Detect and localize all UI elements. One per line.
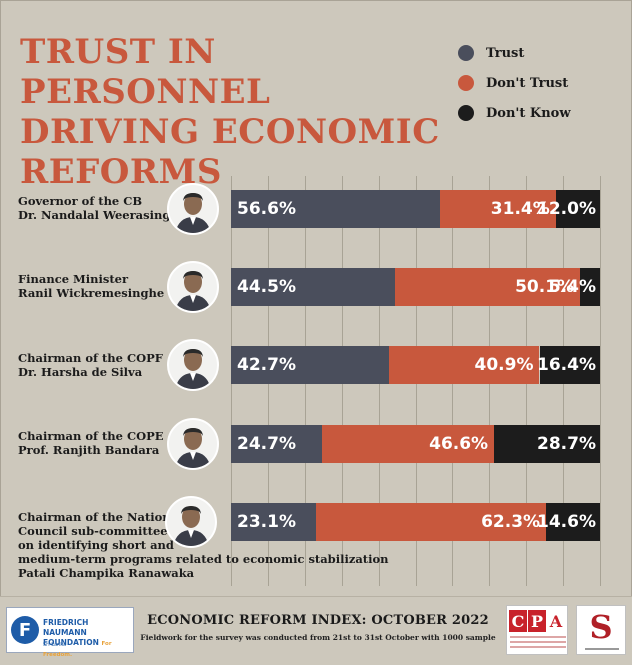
data-label: 12.0% [537, 199, 596, 219]
sbr-logo: S [576, 605, 626, 655]
bar-dont-know: 28.7% [494, 425, 600, 463]
data-label: 46.6% [429, 434, 489, 454]
fnf-country: Sri Lanka [43, 642, 67, 648]
person-icon [175, 349, 211, 389]
data-label: 62.3% [481, 512, 541, 532]
sbr-logo-mark: S [589, 608, 613, 646]
legend-label-trust: Trust [486, 45, 525, 61]
data-label: 42.7% [237, 355, 296, 375]
category-label: Governor of the CB Dr. Nandalal Weerasing… [18, 194, 186, 222]
bar-dont-know: 14.6% [537, 503, 600, 541]
cpa-letter-a: A [547, 610, 565, 632]
category-label-line: Dr. Nandalal Weerasinghe [18, 208, 187, 222]
data-label: 14.6% [537, 512, 596, 532]
category-label-line: Patali Champika Ranawaka [18, 566, 195, 580]
data-label: 56.6% [237, 199, 296, 219]
gridline [600, 176, 601, 586]
person-avatar [167, 339, 219, 391]
fnf-logo-box: F FRIEDRICH NAUMANN FOUNDATION For Freed… [6, 607, 134, 658]
bar-dont-trust: 46.6% [322, 425, 495, 463]
person-icon [175, 271, 211, 311]
cpa-logo: C P A [506, 605, 568, 655]
bar-trust: 24.7% [231, 425, 323, 463]
bar-dont-know: 16.4% [537, 346, 600, 384]
category-label-line: Finance Minister [18, 272, 129, 286]
category-label: Chairman of the National Council sub-comm… [18, 510, 389, 580]
data-label: 28.7% [537, 434, 596, 454]
category-label-line: medium-term programs related to economic… [18, 552, 389, 566]
title-line-3: REFORMS [20, 152, 222, 192]
legend-swatch-dont-trust [458, 75, 474, 91]
category-label-line: Chairman of the COPE [18, 429, 164, 443]
bar-trust: 56.6% [231, 190, 440, 228]
footer: F FRIEDRICH NAUMANN FOUNDATION For Freed… [0, 596, 632, 665]
title-line-2: DRIVING ECONOMIC [20, 112, 440, 152]
bar-dont-trust: 62.3% [316, 503, 547, 541]
category-label-line: Council sub-committee [18, 524, 168, 538]
footer-title: ECONOMIC REFORM INDEX: OCTOBER 2022 [147, 613, 489, 628]
legend-swatch-trust [458, 45, 474, 61]
legend-label-dont-know: Don't Know [486, 105, 571, 121]
category-label-line: Dr. Harsha de Silva [18, 365, 143, 379]
category-label-line: Chairman of the National [18, 510, 183, 524]
legend-item-trust: Trust [458, 38, 628, 68]
data-label: 23.1% [237, 512, 296, 532]
fnf-tagline: For Freedom. [43, 641, 112, 658]
bar-dont-trust: 40.9% [388, 346, 540, 384]
fnf-name-line-2: FOUNDATION [43, 638, 99, 647]
person-avatar [167, 183, 219, 235]
cpa-letters: C P A [509, 610, 566, 632]
cpa-fine-print [510, 636, 566, 652]
fnf-name-line-2-wrap: FOUNDATION For Freedom. [43, 638, 133, 660]
title-line-1: TRUST IN PERSONNEL [20, 32, 271, 112]
legend: Trust Don't Trust Don't Know [458, 38, 628, 128]
person-icon [175, 428, 211, 468]
category-label-line: on identifying short and [18, 538, 174, 552]
category-label-line: Chairman of the COPF [18, 351, 163, 365]
fnf-logo-icon: F [11, 616, 39, 644]
legend-item-dont-know: Don't Know [458, 98, 628, 128]
chart-title: TRUST IN PERSONNEL DRIVING ECONOMIC REFO… [20, 32, 440, 192]
bar-dont-know: 5.4% [549, 268, 600, 306]
legend-label-dont-trust: Don't Trust [486, 75, 569, 91]
fnf-name-line-1: FRIEDRICH NAUMANN [43, 618, 89, 637]
person-avatar [165, 496, 217, 548]
person-icon [173, 506, 209, 546]
cpa-letter-p: P [528, 610, 546, 632]
data-label: 5.4% [548, 277, 596, 297]
category-label: Finance Minister Ranil Wickremesinghe [18, 272, 164, 300]
person-avatar [167, 418, 219, 470]
bar-dont-know: 12.0% [537, 190, 600, 228]
category-label-line: Governor of the CB [18, 194, 143, 208]
data-label: 44.5% [237, 277, 296, 297]
fnf-logo-text: FRIEDRICH NAUMANN FOUNDATION For Freedom… [43, 618, 133, 660]
data-label: 24.7% [237, 434, 296, 454]
person-avatar [167, 261, 219, 313]
data-label: 50.1% [515, 277, 575, 297]
legend-item-dont-trust: Don't Trust [458, 68, 628, 98]
data-label: 40.9% [474, 355, 534, 375]
category-label-line: Prof. Ranjith Bandara [18, 443, 160, 457]
bar-trust: 42.7% [231, 346, 389, 384]
sbr-fine-print [585, 648, 619, 650]
category-label: Chairman of the COPF Dr. Harsha de Silva [18, 351, 163, 379]
legend-swatch-dont-know [458, 105, 474, 121]
data-label: 16.4% [537, 355, 596, 375]
bar-trust: 23.1% [231, 503, 317, 541]
category-label: Chairman of the COPE Prof. Ranjith Bandar… [18, 429, 164, 457]
person-icon [175, 193, 211, 233]
category-label-line: Ranil Wickremesinghe [18, 286, 165, 300]
data-label: 31.4% [490, 199, 550, 219]
cpa-letter-c: C [509, 610, 527, 632]
bar-dont-trust: 31.4% [439, 190, 556, 228]
bar-dont-trust: 50.1% [395, 268, 581, 306]
bar-trust: 44.5% [231, 268, 396, 306]
footer-subtitle: Fieldwork for the survey was conducted f… [140, 633, 496, 642]
